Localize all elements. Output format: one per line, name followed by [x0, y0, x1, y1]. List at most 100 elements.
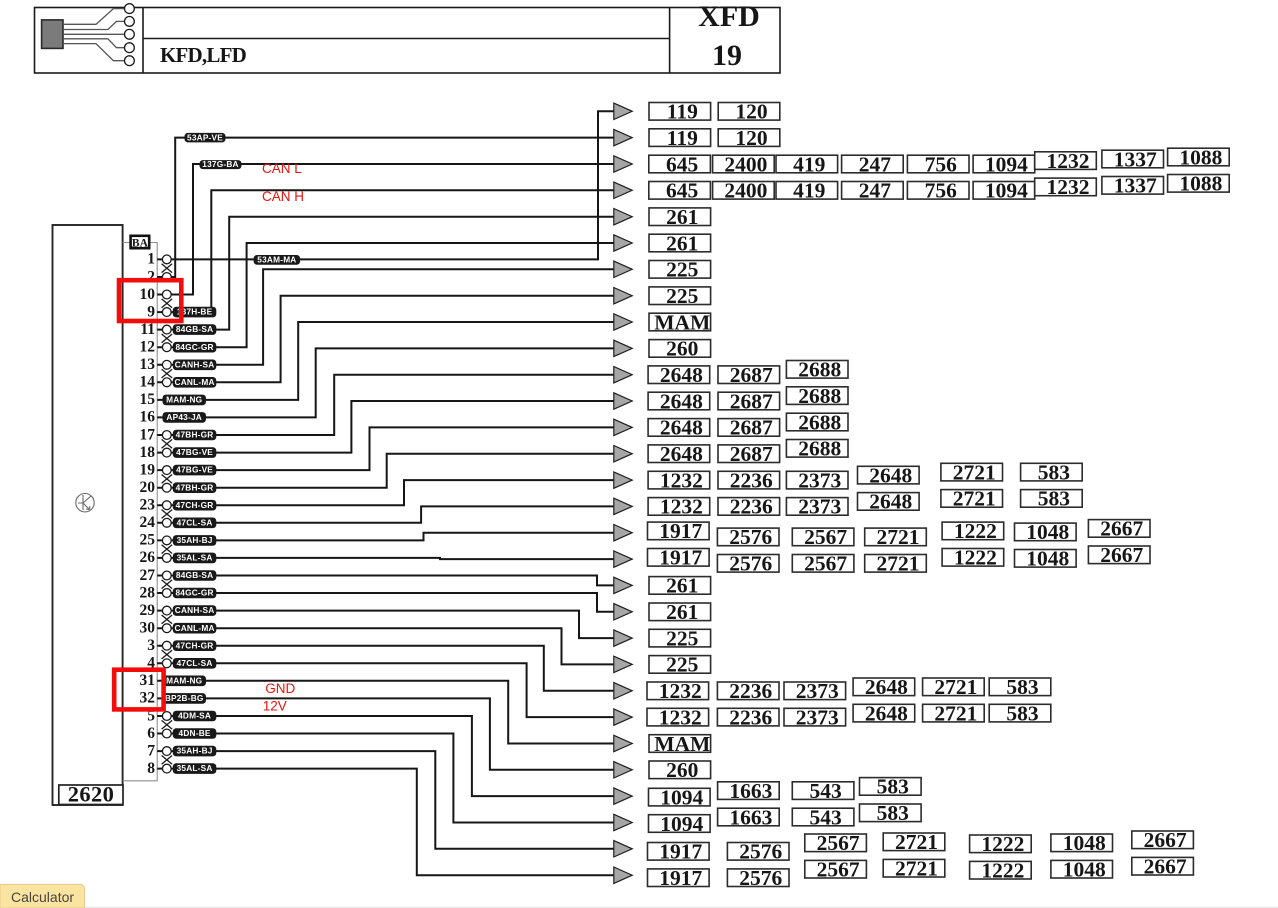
svg-text:53AM-MA: 53AM-MA [257, 255, 296, 265]
svg-text:1232: 1232 [660, 468, 703, 492]
svg-text:XFD: XFD [698, 0, 760, 33]
svg-text:2667: 2667 [1100, 543, 1143, 567]
svg-text:20: 20 [140, 479, 156, 496]
svg-text:2: 2 [147, 268, 155, 285]
svg-text:2667: 2667 [1100, 517, 1143, 541]
svg-text:47BG-VE: 47BG-VE [176, 465, 213, 475]
svg-text:2236: 2236 [729, 705, 772, 729]
svg-text:2373: 2373 [796, 705, 839, 729]
svg-text:1: 1 [147, 251, 155, 268]
svg-text:137H-BE: 137H-BE [177, 307, 213, 317]
svg-text:2236: 2236 [730, 495, 773, 519]
svg-text:31: 31 [140, 672, 156, 689]
svg-text:247: 247 [859, 152, 892, 176]
svg-text:2620: 2620 [68, 782, 115, 807]
svg-text:11: 11 [140, 321, 155, 338]
svg-text:CAN L: CAN L [262, 161, 302, 176]
svg-text:120: 120 [735, 100, 767, 124]
svg-text:18: 18 [140, 444, 156, 461]
svg-text:24: 24 [140, 514, 156, 531]
svg-text:27: 27 [140, 567, 156, 584]
svg-text:26: 26 [140, 549, 156, 566]
svg-text:2576: 2576 [729, 552, 772, 576]
svg-text:1048: 1048 [1063, 858, 1106, 882]
svg-text:17: 17 [140, 426, 156, 443]
svg-text:10: 10 [140, 286, 156, 303]
svg-text:583: 583 [1038, 487, 1071, 511]
svg-text:225: 225 [666, 626, 698, 650]
svg-text:CANL-MA: CANL-MA [175, 377, 215, 387]
svg-text:1917: 1917 [659, 546, 702, 570]
svg-text:16: 16 [140, 409, 156, 426]
svg-text:35AH-BJ: 35AH-BJ [177, 746, 213, 756]
svg-text:2576: 2576 [739, 840, 782, 864]
svg-text:CANL-MA: CANL-MA [175, 623, 215, 633]
svg-text:2400: 2400 [724, 179, 767, 203]
svg-text:1088: 1088 [1179, 145, 1222, 169]
svg-text:1094: 1094 [660, 812, 703, 836]
svg-text:645: 645 [666, 152, 698, 176]
svg-text:756: 756 [925, 179, 958, 203]
svg-text:8: 8 [147, 760, 155, 777]
svg-text:13: 13 [140, 356, 156, 373]
svg-text:MAM-NG: MAM-NG [166, 395, 202, 405]
svg-text:4DN-BE: 4DN-BE [179, 728, 211, 738]
svg-text:1048: 1048 [1063, 831, 1106, 855]
svg-text:2567: 2567 [804, 552, 847, 576]
svg-text:260: 260 [666, 758, 698, 782]
svg-text:2373: 2373 [798, 495, 841, 519]
svg-text:583: 583 [877, 801, 910, 825]
svg-text:225: 225 [666, 258, 698, 282]
svg-text:2648: 2648 [660, 363, 703, 387]
svg-text:1094: 1094 [985, 179, 1028, 203]
svg-text:47BH-GR: 47BH-GR [176, 482, 214, 492]
svg-text:CANH-SA: CANH-SA [175, 359, 215, 369]
svg-text:2687: 2687 [730, 363, 773, 387]
svg-text:2567: 2567 [817, 831, 860, 855]
svg-text:MAM-NG: MAM-NG [166, 675, 202, 685]
svg-text:119: 119 [667, 100, 698, 124]
svg-text:1232: 1232 [1047, 175, 1090, 199]
svg-text:2236: 2236 [729, 679, 772, 703]
svg-text:2721: 2721 [877, 525, 920, 549]
svg-text:225: 225 [666, 284, 698, 308]
svg-text:47CL-SA: 47CL-SA [177, 517, 213, 527]
svg-text:2688: 2688 [798, 410, 841, 434]
svg-text:9: 9 [147, 303, 155, 320]
svg-text:261: 261 [666, 574, 698, 598]
svg-text:2373: 2373 [798, 468, 841, 492]
svg-text:12: 12 [140, 339, 156, 356]
svg-text:1094: 1094 [660, 785, 703, 809]
svg-text:2567: 2567 [804, 525, 847, 549]
svg-text:1048: 1048 [1026, 520, 1069, 544]
svg-text:583: 583 [1006, 675, 1039, 699]
svg-text:247: 247 [859, 179, 892, 203]
svg-text:2687: 2687 [730, 416, 773, 440]
svg-text:260: 260 [666, 337, 698, 361]
svg-text:5: 5 [147, 707, 155, 724]
svg-text:645: 645 [666, 179, 698, 203]
svg-text:32: 32 [140, 690, 156, 707]
svg-text:35AL-SA: 35AL-SA [177, 763, 213, 773]
svg-text:2721: 2721 [895, 830, 938, 854]
svg-text:4: 4 [147, 655, 155, 672]
svg-text:137G-BA: 137G-BA [202, 159, 238, 169]
svg-text:MAM: MAM [654, 310, 710, 334]
svg-text:2721: 2721 [895, 857, 938, 881]
svg-text:3: 3 [147, 637, 155, 654]
svg-text:2667: 2667 [1144, 828, 1187, 852]
svg-text:29: 29 [140, 602, 156, 619]
svg-text:419: 419 [793, 179, 825, 203]
svg-text:2721: 2721 [934, 701, 977, 725]
svg-text:261: 261 [666, 205, 698, 229]
svg-text:1337: 1337 [1114, 174, 1157, 198]
svg-text:2648: 2648 [865, 675, 908, 699]
svg-text:23: 23 [140, 497, 156, 514]
svg-text:19: 19 [712, 39, 742, 72]
svg-text:2721: 2721 [953, 487, 996, 511]
svg-text:2648: 2648 [660, 416, 703, 440]
svg-text:1663: 1663 [729, 779, 772, 803]
svg-text:2721: 2721 [953, 460, 996, 484]
svg-text:2648: 2648 [660, 389, 703, 413]
svg-text:2648: 2648 [660, 442, 703, 466]
